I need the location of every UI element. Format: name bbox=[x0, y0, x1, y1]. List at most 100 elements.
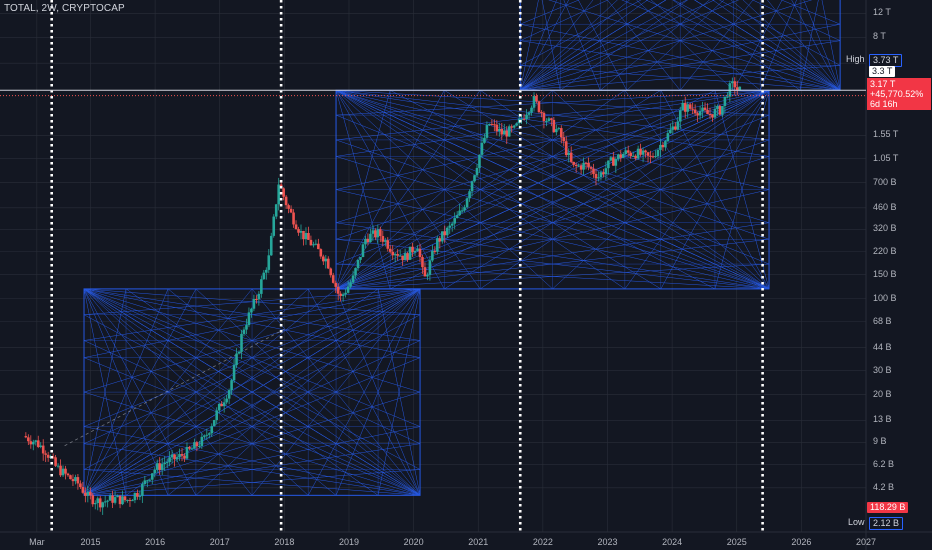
candle-body bbox=[408, 246, 412, 260]
candle bbox=[559, 125, 563, 144]
candle bbox=[547, 116, 551, 123]
candle bbox=[661, 141, 665, 152]
candle-body bbox=[374, 230, 377, 238]
candle-body bbox=[480, 142, 484, 155]
candle bbox=[225, 394, 228, 405]
candle-body bbox=[66, 473, 70, 476]
gann-fan-line bbox=[607, 0, 681, 91]
candle-body bbox=[674, 126, 677, 130]
y-tick-label: 320 B bbox=[873, 223, 897, 234]
candle bbox=[515, 122, 518, 127]
candle bbox=[443, 225, 447, 243]
candle bbox=[312, 241, 315, 248]
candle-body bbox=[671, 126, 675, 130]
candle-body bbox=[371, 230, 375, 234]
gann-fan-line bbox=[752, 0, 841, 41]
candle-body bbox=[64, 468, 67, 474]
candle-body bbox=[626, 150, 630, 153]
candle bbox=[626, 145, 630, 157]
candle bbox=[403, 248, 407, 261]
candle bbox=[545, 118, 548, 127]
candle bbox=[304, 227, 308, 245]
x-tick-label: 2018 bbox=[274, 537, 295, 547]
candle bbox=[505, 126, 509, 144]
candle-body bbox=[661, 144, 665, 148]
candle bbox=[594, 168, 598, 186]
x-tick-label: 2016 bbox=[145, 537, 166, 547]
gann-fan-line bbox=[520, 0, 609, 41]
candle-body bbox=[597, 177, 600, 179]
candle bbox=[421, 254, 424, 274]
candle-body bbox=[683, 102, 687, 112]
candle bbox=[148, 479, 152, 482]
candle-body bbox=[116, 495, 119, 498]
candle-body bbox=[621, 154, 625, 158]
candle-body bbox=[579, 165, 583, 170]
candle-body bbox=[163, 462, 166, 465]
candle bbox=[64, 465, 67, 480]
candle bbox=[532, 92, 536, 112]
candle bbox=[210, 423, 214, 438]
candle bbox=[217, 403, 221, 414]
candle bbox=[230, 378, 233, 395]
candle-body bbox=[165, 462, 169, 464]
candle-body bbox=[465, 198, 469, 208]
x-tick-label: 2019 bbox=[338, 537, 359, 547]
candle bbox=[282, 187, 285, 201]
candle bbox=[356, 259, 360, 271]
candle-body bbox=[46, 454, 50, 458]
y-tick-label: 220 B bbox=[873, 245, 897, 256]
candle-body bbox=[433, 250, 437, 252]
candle bbox=[198, 440, 201, 449]
candle-body bbox=[485, 125, 489, 138]
candle bbox=[302, 230, 305, 246]
candle-body bbox=[602, 172, 605, 175]
candle bbox=[621, 152, 625, 159]
last-price: 3.17 T bbox=[870, 79, 896, 89]
candle-body bbox=[183, 455, 186, 459]
candle-body bbox=[336, 286, 340, 294]
y-tick-label: 68 B bbox=[873, 315, 892, 326]
candle-body bbox=[421, 257, 424, 268]
candle bbox=[103, 495, 107, 507]
candle bbox=[438, 236, 442, 249]
candle-body bbox=[200, 436, 204, 446]
candle bbox=[339, 291, 342, 302]
candle-body bbox=[29, 441, 33, 445]
gann-fan-line bbox=[520, 0, 594, 91]
candle-body bbox=[515, 123, 518, 126]
candle bbox=[292, 209, 295, 228]
candle bbox=[86, 485, 90, 503]
candle-body bbox=[510, 126, 514, 128]
candle-body bbox=[203, 435, 206, 437]
y-tick-label: 1.55 T bbox=[873, 129, 899, 140]
candle bbox=[374, 228, 377, 241]
candle bbox=[619, 150, 623, 162]
candle bbox=[111, 490, 114, 509]
candle bbox=[257, 291, 261, 306]
candle bbox=[369, 228, 372, 243]
candle bbox=[203, 434, 206, 440]
candle-body bbox=[634, 155, 637, 159]
candle-body bbox=[309, 239, 313, 246]
candle-body bbox=[304, 232, 308, 240]
low-value-tag: 2.12 B bbox=[869, 517, 904, 530]
candle-body bbox=[664, 141, 667, 148]
candle bbox=[165, 458, 169, 469]
candle bbox=[39, 442, 43, 449]
y-tick-label: 1.05 T bbox=[873, 152, 899, 163]
candle bbox=[686, 101, 690, 118]
candle bbox=[713, 104, 717, 119]
candle-body bbox=[450, 223, 454, 226]
candle bbox=[587, 157, 590, 171]
candle bbox=[61, 465, 65, 477]
candle bbox=[252, 294, 256, 312]
candle-body bbox=[264, 269, 268, 273]
y-tick-label: 9 B bbox=[873, 436, 887, 447]
candle-body bbox=[44, 453, 47, 455]
candle-body bbox=[463, 207, 466, 211]
candle-body bbox=[559, 128, 563, 138]
gann-fan-line bbox=[541, 0, 561, 91]
candle bbox=[240, 329, 243, 360]
